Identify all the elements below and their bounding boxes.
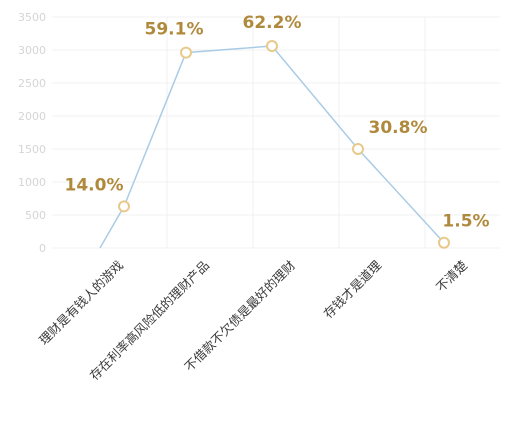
y-tick-label: 3500 xyxy=(18,11,46,24)
y-tick-label: 2500 xyxy=(18,77,46,90)
y-tick-label: 3000 xyxy=(18,44,46,57)
y-tick-label: 500 xyxy=(25,209,46,222)
data-point xyxy=(352,143,364,155)
data-labels: 14.0% 59.1% 62.2% 30.8% 1.5% xyxy=(65,13,490,232)
x-tick-label: 理财是有钱人的游戏 xyxy=(36,258,126,348)
data-label: 30.8% xyxy=(369,118,428,138)
data-point xyxy=(266,40,278,53)
y-tick-label: 2000 xyxy=(18,110,46,123)
grid xyxy=(52,16,500,249)
series-group xyxy=(99,40,450,249)
data-label: 62.2% xyxy=(243,13,302,33)
x-tick-label: 不清楚 xyxy=(433,257,470,294)
data-point xyxy=(118,200,130,213)
y-tick-label: 1000 xyxy=(18,176,46,189)
x-tick-label: 存钱才是道理 xyxy=(320,257,384,321)
data-label: 59.1% xyxy=(145,20,204,40)
data-label: 14.0% xyxy=(65,175,124,195)
series-line xyxy=(99,45,445,249)
data-point xyxy=(180,46,192,59)
y-tick-label: 0 xyxy=(39,242,46,255)
data-point xyxy=(438,236,450,249)
data-label: 1.5% xyxy=(442,212,489,232)
y-axis-ticks: 0 500 1000 1500 2000 2500 3000 3500 xyxy=(18,11,46,255)
y-tick-label: 1500 xyxy=(18,143,46,156)
